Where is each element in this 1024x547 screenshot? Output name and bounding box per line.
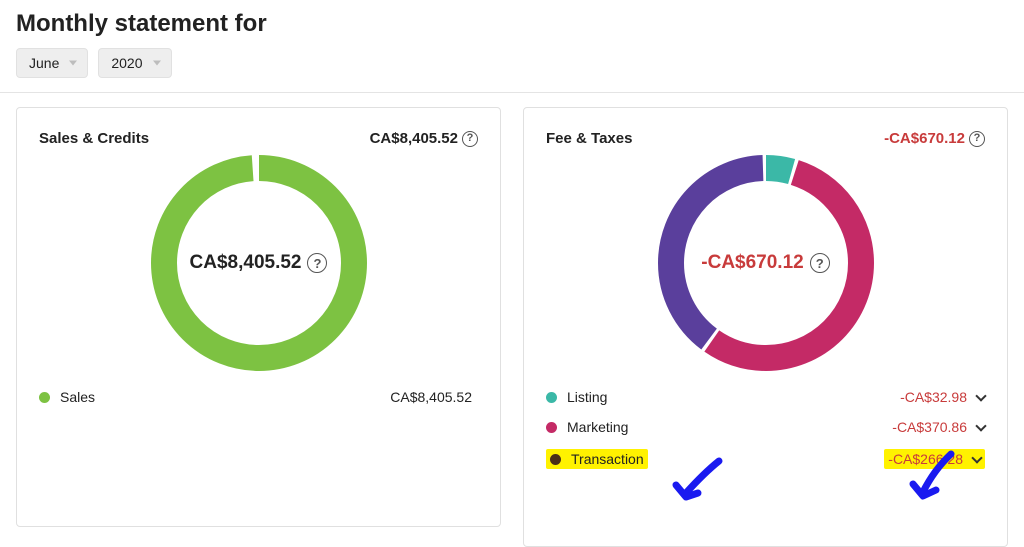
help-icon[interactable]: ? bbox=[462, 131, 478, 147]
help-icon[interactable]: ? bbox=[307, 253, 327, 273]
legend-row[interactable]: Listing -CA$32.98 bbox=[546, 389, 985, 405]
fees-donut-center-value: -CA$670.12 bbox=[701, 252, 803, 274]
fees-donut-chart: -CA$670.12 ? bbox=[656, 153, 876, 373]
sales-donut-center-value: CA$8,405.52 bbox=[190, 252, 302, 274]
sales-panel-title: Sales & Credits bbox=[39, 130, 149, 147]
year-select-value: 2020 bbox=[111, 55, 142, 71]
sales-panel-total-value: CA$8,405.52 bbox=[370, 130, 458, 147]
legend-label: Marketing bbox=[567, 419, 628, 435]
legend-value: -CA$370.86 bbox=[892, 419, 967, 435]
page-title: Monthly statement for bbox=[16, 10, 1008, 38]
help-icon[interactable]: ? bbox=[810, 253, 830, 273]
month-select[interactable]: June bbox=[16, 48, 88, 78]
sales-legend: Sales CA$8,405.52 bbox=[39, 389, 478, 405]
sales-donut-chart: CA$8,405.52 ? bbox=[149, 153, 369, 373]
legend-value: -CA$266.28 bbox=[888, 451, 963, 467]
chevron-down-icon[interactable] bbox=[975, 420, 986, 431]
legend-swatch bbox=[546, 392, 557, 403]
month-select-value: June bbox=[29, 55, 59, 71]
sales-panel-total: CA$8,405.52 ? bbox=[370, 130, 478, 147]
fees-taxes-panel: Fee & Taxes -CA$670.12 ? -CA$670.12 ? Li… bbox=[523, 107, 1008, 547]
legend-row: Sales CA$8,405.52 bbox=[39, 389, 478, 405]
legend-value: CA$8,405.52 bbox=[390, 389, 472, 405]
fees-panel-total: -CA$670.12 ? bbox=[884, 130, 985, 147]
legend-swatch bbox=[39, 392, 50, 403]
legend-swatch bbox=[546, 422, 557, 433]
legend-row[interactable]: Marketing -CA$370.86 bbox=[546, 419, 985, 435]
help-icon[interactable]: ? bbox=[969, 131, 985, 147]
chevron-down-icon[interactable] bbox=[971, 452, 982, 463]
chevron-down-icon[interactable] bbox=[975, 390, 986, 401]
legend-swatch bbox=[550, 454, 561, 465]
sales-credits-panel: Sales & Credits CA$8,405.52 ? CA$8,405.5… bbox=[16, 107, 501, 527]
legend-label: Listing bbox=[567, 389, 607, 405]
legend-label: Transaction bbox=[571, 451, 644, 467]
legend-row[interactable]: Transaction -CA$266.28 bbox=[546, 449, 985, 469]
header-divider bbox=[0, 92, 1024, 93]
year-select[interactable]: 2020 bbox=[98, 48, 171, 78]
legend-label: Sales bbox=[60, 389, 95, 405]
fees-panel-total-value: -CA$670.12 bbox=[884, 130, 965, 147]
legend-value: -CA$32.98 bbox=[900, 389, 967, 405]
fees-panel-title: Fee & Taxes bbox=[546, 130, 632, 147]
fees-legend: Listing -CA$32.98 Marketing -CA$370.86 Trans… bbox=[546, 389, 985, 469]
